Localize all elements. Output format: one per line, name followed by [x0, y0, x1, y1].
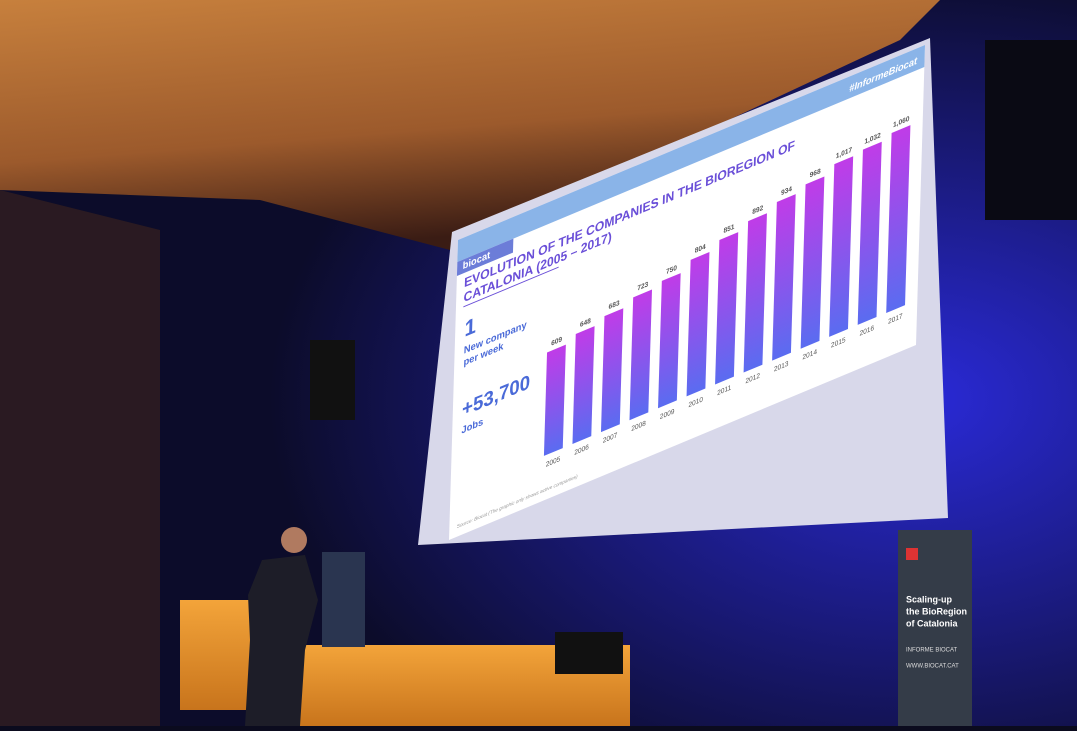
highlight-figure: 1 [464, 312, 476, 342]
value-label: 609 [551, 336, 562, 348]
bar [658, 273, 681, 409]
value-label: 648 [580, 318, 591, 330]
value-label: 934 [781, 186, 792, 198]
banner [322, 552, 365, 647]
logo [906, 548, 918, 560]
value-label: 804 [695, 243, 706, 255]
banner-right: Scaling-up the BioRegion of Catalonia INFOR… [898, 530, 972, 726]
speaker [310, 340, 355, 420]
bar [800, 176, 825, 349]
banner-title: of Catalonia [906, 618, 958, 628]
speaker-head [281, 527, 307, 553]
value-label: 723 [637, 281, 648, 293]
banner-title: Scaling-up [906, 594, 953, 604]
lectern [180, 600, 250, 710]
banner [898, 530, 972, 726]
bar [629, 289, 653, 421]
bar [572, 326, 595, 445]
monitor [555, 632, 623, 674]
bar [886, 125, 911, 314]
banner-title: the BioRegion [906, 606, 967, 616]
side-wall [0, 190, 160, 726]
slide-bg [448, 44, 926, 540]
speaker [985, 40, 1077, 220]
value-label: 750 [666, 265, 677, 277]
speaker-person [245, 555, 318, 726]
title-rule [463, 266, 559, 308]
bar [772, 194, 796, 361]
bar [715, 232, 739, 385]
value-label: 683 [609, 300, 620, 312]
bar [829, 156, 854, 337]
ceiling [0, 0, 940, 250]
bar [686, 251, 710, 397]
slide-banner [457, 44, 926, 262]
banner-line: INFORME BIOCAT [906, 648, 958, 654]
value-label: 892 [752, 205, 763, 217]
value-label: 851 [723, 224, 734, 236]
brand-bg [456, 238, 514, 276]
bar [857, 141, 882, 325]
value-label: 968 [810, 168, 821, 180]
bar [600, 308, 624, 433]
bar [543, 344, 566, 456]
bar [743, 213, 767, 373]
banner-line: WWW.BIOCAT.CAT [906, 664, 959, 670]
